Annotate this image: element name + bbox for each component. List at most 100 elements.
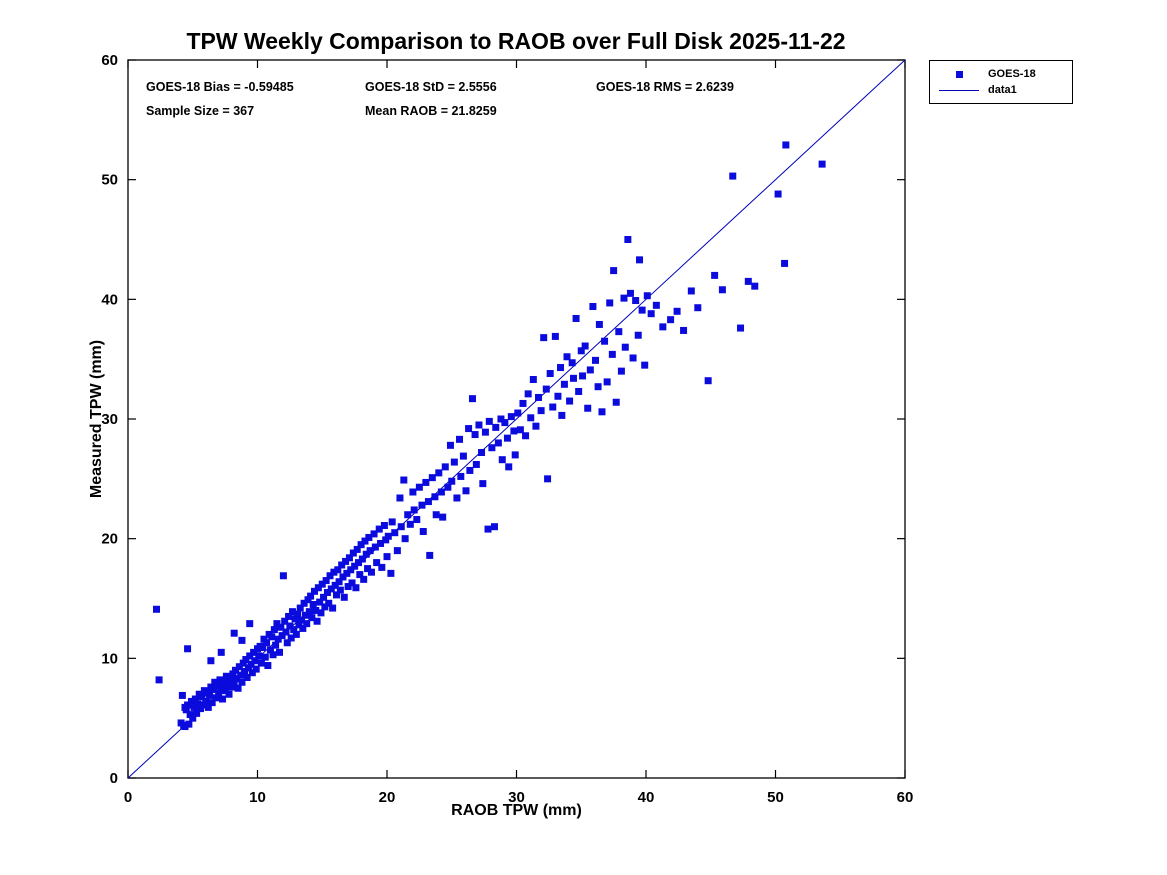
scatter-point xyxy=(505,463,513,471)
scatter-point xyxy=(204,703,212,711)
scatter-point xyxy=(351,562,359,570)
scatter-point xyxy=(566,397,574,405)
scatter-point xyxy=(718,286,726,294)
scatter-point xyxy=(295,621,303,629)
scatter-point xyxy=(383,553,391,561)
scatter-point xyxy=(610,267,618,275)
chart-title: TPW Weekly Comparison to RAOB over Full … xyxy=(186,28,846,54)
scatter-point xyxy=(406,520,414,528)
scatter-point xyxy=(307,592,315,600)
x-tick-label: 20 xyxy=(379,789,396,806)
scatter-point xyxy=(304,596,312,604)
scatter-point xyxy=(360,575,368,583)
scatter-point xyxy=(252,665,260,673)
stat-rms: GOES-18 RMS = 2.6239 xyxy=(596,80,734,94)
scatter-point xyxy=(418,501,426,509)
scatter-point xyxy=(197,705,205,713)
legend: GOES-18 data1 xyxy=(929,60,1073,104)
scatter-point xyxy=(563,353,571,361)
scatter-point xyxy=(494,439,502,447)
scatter-point xyxy=(484,525,492,533)
scatter-point xyxy=(241,667,249,675)
scatter-point xyxy=(278,632,286,640)
scatter-point xyxy=(191,695,199,703)
scatter-point xyxy=(615,328,623,336)
scatter-point xyxy=(291,615,299,623)
scatter-point xyxy=(215,689,223,697)
scatter-point xyxy=(342,557,350,565)
scatter-point xyxy=(226,675,234,683)
scatter-point xyxy=(462,487,470,495)
scatter-point xyxy=(388,518,396,526)
scatter-point xyxy=(694,304,702,312)
scatter-point xyxy=(384,532,392,540)
scatter-point xyxy=(216,676,224,684)
scatter-point xyxy=(537,407,545,415)
scatter-point xyxy=(206,691,214,699)
scatter-point xyxy=(478,449,486,457)
scatter-point xyxy=(568,359,576,367)
scatter-point xyxy=(365,533,373,541)
scatter-point xyxy=(380,522,388,530)
scatter-point xyxy=(409,488,417,496)
scatter-point xyxy=(569,374,577,382)
scatter-point xyxy=(634,331,642,339)
scatter-point xyxy=(572,314,580,322)
scatter-point xyxy=(330,568,338,576)
scatter-point xyxy=(288,608,296,616)
scatter-point xyxy=(591,356,599,364)
scatter-point xyxy=(244,664,252,672)
scatter-point xyxy=(424,498,432,506)
scatter-point xyxy=(419,527,427,535)
scatter-point xyxy=(296,604,304,612)
scatter-point xyxy=(228,683,236,691)
scatter-point xyxy=(490,523,498,531)
scatter-point xyxy=(250,648,258,656)
scatter-point xyxy=(231,666,239,674)
scatter-point xyxy=(207,657,215,665)
scatter-point xyxy=(263,639,271,647)
scatter-point xyxy=(366,547,374,555)
scatter-point xyxy=(340,593,348,601)
scatter-point xyxy=(511,451,519,459)
scatter-point xyxy=(606,299,614,307)
scatter-point xyxy=(626,289,634,297)
scatter-point xyxy=(238,678,246,686)
x-tick-label: 60 xyxy=(897,789,914,806)
scatter-point xyxy=(310,587,318,595)
scatter-point xyxy=(448,477,456,485)
scatter-point xyxy=(497,415,505,423)
scatter-point xyxy=(404,511,412,519)
scatter-point xyxy=(382,536,390,544)
scatter-point xyxy=(488,444,496,452)
scatter-point xyxy=(377,539,385,547)
y-tick-label: 60 xyxy=(101,52,118,69)
scatter-point xyxy=(612,398,620,406)
scatter-point xyxy=(435,469,443,477)
scatter-point xyxy=(510,427,518,435)
scatter-point xyxy=(818,160,826,168)
scatter-point xyxy=(317,609,325,617)
scatter-point xyxy=(519,399,527,407)
scatter-point xyxy=(279,572,287,580)
scatter-point xyxy=(751,282,759,290)
scatter-point xyxy=(781,259,789,267)
scatter-point xyxy=(413,516,421,524)
scatter-point xyxy=(428,474,436,482)
scatter-point xyxy=(437,488,445,496)
y-tick-label: 50 xyxy=(101,172,118,189)
scatter-point xyxy=(248,669,256,677)
scatter-point xyxy=(235,663,243,671)
scatter-point xyxy=(375,525,383,533)
scatter-point xyxy=(177,719,185,727)
scatter-point xyxy=(294,610,302,618)
scatter-point xyxy=(446,441,454,449)
scatter-point xyxy=(334,566,342,574)
scatter-point xyxy=(233,675,241,683)
scatter-point xyxy=(456,435,464,443)
scatter-point xyxy=(652,301,660,309)
legend-entry-goes18: GOES-18 xyxy=(930,66,1072,82)
scatter-point xyxy=(729,172,737,180)
scatter-point xyxy=(282,628,290,636)
